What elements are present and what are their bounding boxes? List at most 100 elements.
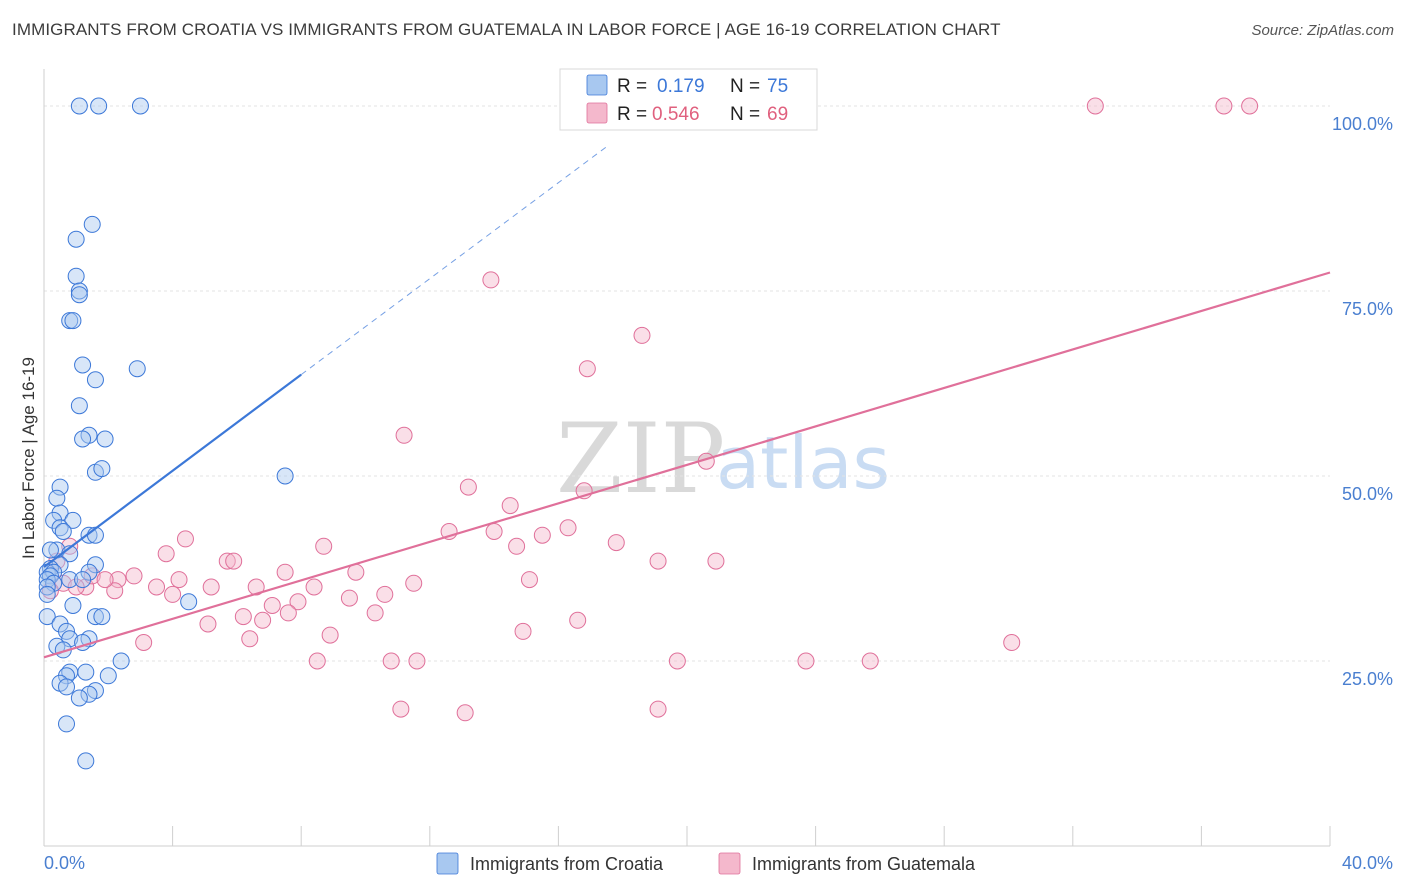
- croatia-point: [112, 652, 130, 670]
- guatemala-point: [707, 552, 725, 570]
- guatemala-point: [1086, 97, 1104, 115]
- guatemala-point: [305, 578, 323, 596]
- croatia-point: [64, 312, 82, 330]
- guatemala-point: [321, 626, 339, 644]
- guatemala-point: [170, 571, 188, 589]
- chart-source: Source: ZipAtlas.com: [1251, 22, 1394, 39]
- bottom-legend: Immigrants from Croatia Immigrants from …: [436, 852, 976, 875]
- croatia-point: [70, 97, 88, 115]
- guatemala-point: [135, 634, 153, 651]
- guatemala-point: [1215, 97, 1233, 115]
- series-croatia-points: [38, 97, 294, 770]
- bottom-legend-label-guatemala: Immigrants from Guatemala: [752, 854, 976, 874]
- guatemala-point: [340, 589, 358, 607]
- guatemala-point: [405, 574, 423, 592]
- guatemala-point: [247, 578, 265, 596]
- legend-r-label-croatia: R =: [617, 76, 647, 97]
- bottom-legend-swatch-guatemala: [718, 852, 741, 875]
- guatemala-point: [241, 630, 259, 648]
- croatia-point: [74, 356, 92, 374]
- croatia-point: [77, 752, 95, 770]
- croatia-point: [67, 230, 85, 248]
- croatia-point: [86, 608, 104, 626]
- croatia-point: [276, 467, 294, 485]
- y-tick-label: 50.0%: [1342, 484, 1393, 504]
- guatemala-point: [279, 604, 297, 622]
- guatemala-point: [125, 567, 143, 585]
- guatemala-point: [176, 530, 194, 548]
- guatemala-point: [276, 563, 294, 581]
- guatemala-point: [668, 652, 686, 670]
- trend-line-croatia-extension: [300, 146, 607, 376]
- y-tick-label: 25.0%: [1342, 669, 1393, 689]
- guatemala-point: [501, 497, 519, 515]
- guatemala-point: [533, 526, 551, 544]
- guatemala-point: [225, 552, 243, 570]
- legend-n-label-guatemala: N =: [730, 104, 760, 125]
- croatia-point: [41, 541, 59, 559]
- guatemala-point: [392, 700, 410, 718]
- croatia-point: [93, 460, 111, 478]
- croatia-point: [70, 282, 88, 300]
- guatemala-point: [234, 608, 252, 626]
- y-tick-label: 100.0%: [1332, 114, 1393, 134]
- gridlines: [44, 105, 1330, 662]
- bottom-legend-label-croatia: Immigrants from Croatia: [470, 854, 664, 874]
- guatemala-point: [456, 704, 474, 722]
- x-tick-label-min: 0.0%: [44, 853, 85, 873]
- guatemala-point: [861, 652, 879, 670]
- guatemala-point: [797, 652, 815, 670]
- guatemala-point: [148, 578, 166, 596]
- guatemala-point: [106, 582, 124, 600]
- guatemala-point: [202, 578, 220, 596]
- croatia-point: [54, 523, 72, 540]
- croatia-point: [83, 215, 101, 233]
- y-axis-title: In Labor Force | Age 16-19: [19, 357, 38, 559]
- croatia-point: [58, 678, 76, 696]
- croatia-point: [86, 371, 104, 389]
- guatemala-point: [485, 523, 503, 540]
- x-tick-label-max: 40.0%: [1342, 853, 1393, 873]
- guatemala-point: [578, 360, 596, 378]
- croatia-point: [74, 430, 92, 448]
- guatemala-point: [218, 552, 236, 570]
- croatia-point: [99, 667, 117, 685]
- legend-r-value-guatemala: 0.546: [652, 104, 700, 125]
- trend-line-guatemala: [43, 271, 1331, 659]
- guatemala-point: [96, 571, 114, 589]
- guatemala-point: [289, 593, 307, 611]
- y-tick-label: 75.0%: [1342, 299, 1393, 319]
- legend-n-value-croatia: 75: [767, 76, 788, 97]
- legend-swatch-croatia: [586, 74, 608, 96]
- guatemala-point: [508, 537, 526, 555]
- guatemala-point: [395, 426, 413, 444]
- guatemala-point: [408, 652, 426, 670]
- croatia-point: [90, 97, 108, 115]
- legend: R = 0.179 N = 75 R = 0.546 N = 69: [559, 68, 818, 131]
- chart-title: IMMIGRANTS FROM CROATIA VS IMMIGRANTS FR…: [12, 20, 1001, 39]
- guatemala-point: [382, 652, 400, 670]
- croatia-point: [96, 430, 114, 448]
- croatia-point: [58, 715, 76, 733]
- guatemala-point: [520, 571, 538, 589]
- croatia-point: [74, 571, 92, 589]
- croatia-point: [180, 593, 198, 611]
- series-guatemala-points: [41, 97, 1259, 722]
- croatia-point: [61, 630, 79, 648]
- watermark-atlas: atlas: [716, 421, 890, 505]
- legend-r-label-guatemala: R =: [617, 104, 647, 125]
- croatia-point: [38, 578, 56, 596]
- guatemala-point: [569, 611, 587, 629]
- legend-r-value-croatia: 0.179: [657, 76, 705, 97]
- guatemala-point: [482, 271, 500, 289]
- croatia-point: [38, 608, 56, 626]
- croatia-point: [77, 663, 95, 681]
- croatia-point: [64, 511, 82, 529]
- croatia-point: [67, 267, 85, 285]
- guatemala-point: [607, 534, 625, 552]
- croatia-point: [93, 608, 111, 626]
- guatemala-point: [308, 652, 326, 670]
- croatia-point: [38, 585, 56, 603]
- croatia-point: [61, 571, 79, 589]
